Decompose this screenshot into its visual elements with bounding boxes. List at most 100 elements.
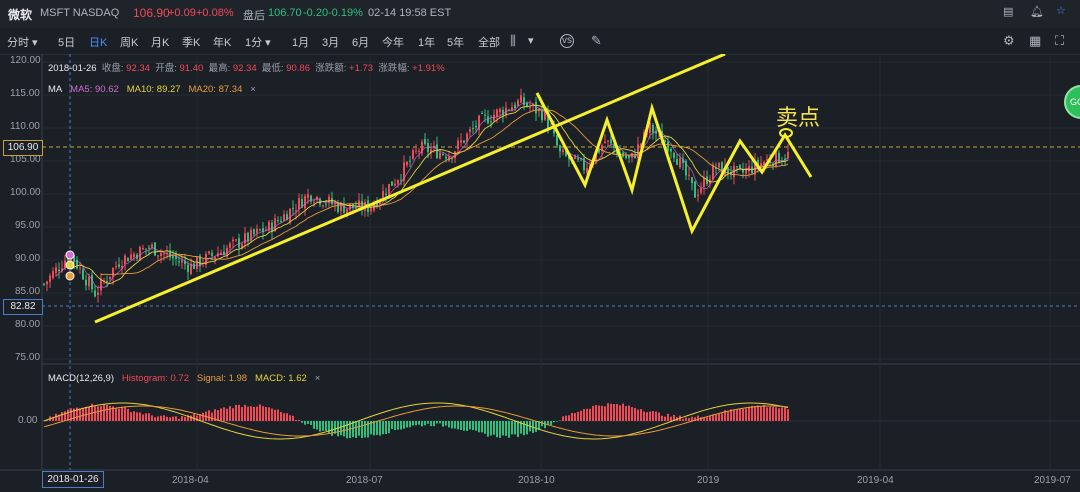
info-date: 2018-01-26 [48,63,97,74]
candle-body [160,253,162,256]
macd-histogram-bar [427,421,429,424]
macd-histogram-bar [193,413,195,421]
candle-body [217,253,219,257]
macd-histogram-bar [358,421,360,436]
macd-histogram-bar [700,417,702,421]
candle-body [679,158,681,168]
period-quarterly-k[interactable]: 季K [182,37,201,49]
favorite-star-icon[interactable]: ☆ [1056,5,1066,17]
macd-histogram-bar [607,403,609,421]
period-5day[interactable]: 5日 [58,37,76,49]
chart-type-dropdown[interactable]: ▾ [528,35,534,47]
candle-body [250,229,252,241]
macd-histogram-bar [760,406,762,421]
candle-body [127,257,129,262]
candle-body [226,247,228,257]
sell-point-annotation: 卖点 [776,106,821,131]
macd-histogram-bar [265,406,267,421]
macd-histogram-bar [733,409,735,421]
candle-body [196,256,198,269]
candle-body [562,149,564,152]
candle-body [100,278,102,291]
macd-histogram-bar [376,421,378,435]
macd-histogram-bar [565,415,567,421]
period-1min[interactable]: 1分 ▾ [245,37,271,49]
macd-histogram-bar [625,406,627,421]
layout-grid-icon[interactable]: ▦ [1029,33,1042,48]
macd-histogram-bar [601,405,603,421]
macd-histogram-bar [226,408,228,421]
macd-histogram-bar [571,412,573,421]
macd-histogram-bar [445,421,447,426]
range-all[interactable]: 全部 [478,37,500,49]
candle-body [280,220,282,222]
candlestick-type-icon[interactable]: ⫼ [510,33,516,48]
period-daily-k[interactable]: 日K [89,37,108,49]
macd-histogram-bar [499,421,501,438]
settings-gear-icon[interactable]: ⚙ [1003,33,1015,48]
notes-icon[interactable]: ▤ [1003,6,1014,18]
candle-body [292,207,294,210]
high-label: 最高: [208,63,231,74]
period-intraday[interactable]: 分时 ▾ [7,37,38,49]
candle-body [190,263,192,274]
range-ytd[interactable]: 今年 [382,37,404,49]
candle-body [181,260,183,263]
period-weekly-k[interactable]: 周K [120,37,139,49]
range-3month[interactable]: 3月 [322,37,340,49]
macd-histogram-bar [97,406,99,421]
macd-close-icon[interactable]: × [314,373,321,384]
macd-histogram-bar [730,409,732,421]
candle-body [685,161,687,176]
candle-body [256,228,258,233]
macd-histogram-bar [202,412,204,421]
candle-body [82,269,84,280]
macd-histogram-bar [166,416,168,421]
crosshair-price-tag: 82.82 [3,299,43,315]
candle-body [295,210,297,212]
candle-body [304,196,306,209]
range-1year[interactable]: 1年 [418,37,436,49]
candle-body [613,144,615,149]
period-monthly-k[interactable]: 月K [151,37,170,49]
range-6month[interactable]: 6月 [352,37,370,49]
macd-histogram-bar [385,421,387,434]
candle-body [265,229,267,231]
macd-histogram-bar [631,407,633,421]
period-yearly-k[interactable]: 年K [213,37,232,49]
draw-pencil-icon[interactable]: ✎ [591,33,602,48]
macd-histogram-bar [82,407,84,421]
y-tick-80: 80.00 [15,319,41,330]
candle-body [232,239,234,242]
macd-histogram-bar [169,417,171,421]
ma-label: MA [48,84,63,95]
candle-body [139,246,141,261]
macd-histogram-bar [397,421,399,430]
candle-body [397,179,399,184]
compare-vs-icon[interactable]: vs [560,34,574,48]
candle-body [496,109,498,117]
candle-body [739,165,741,169]
candle-body [649,122,651,133]
range-5year[interactable]: 5年 [447,37,465,49]
ma-close-icon[interactable]: × [250,84,256,95]
y-tick-95: 95.00 [15,220,41,231]
range-1month[interactable]: 1月 [292,37,310,49]
macd-histogram-bar [766,407,768,421]
macd-histogram-bar [379,421,381,436]
y-tick-85: 85.00 [15,286,41,297]
candle-body [574,155,576,160]
macd-histogram-bar [232,408,234,421]
candle-body [322,205,324,207]
stock-chart-canvas[interactable] [0,54,1080,492]
macd-histogram-bar [58,414,60,421]
macd-histogram-bar [550,421,552,425]
macd-histogram-bar [142,414,144,421]
macd-histogram-bar [475,421,477,431]
fullscreen-icon[interactable]: ⛶ [1055,33,1065,48]
ma-info-line: MA MA5: 90.62 MA10: 89.27 MA20: 87.34 × [48,84,256,95]
candle-body [580,158,582,160]
macd-histogram-bar [727,411,729,421]
alert-bell-icon[interactable]: 🔔︎ [1030,6,1044,18]
candle-body [73,255,75,262]
